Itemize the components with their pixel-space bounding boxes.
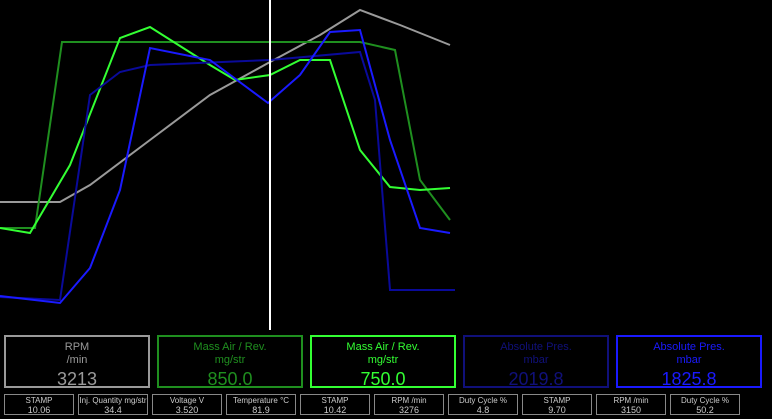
readout-value: 9.70 <box>548 405 566 415</box>
readout-value: 81.9 <box>252 405 270 415</box>
trace <box>0 8 451 203</box>
readout-label: RPM /min <box>391 396 427 405</box>
readout-label: Temperature °C <box>232 396 290 405</box>
gauge: Absolute Pres. mbar 2019.8 <box>463 335 609 389</box>
gauge-value: 3213 <box>56 369 98 389</box>
gauge: Mass Air / Rev. mg/str 750.0 <box>310 335 456 389</box>
gauge-label: Mass Air / Rev. <box>193 341 267 353</box>
readout-value: 4.8 <box>476 405 490 415</box>
readout-value: 3150 <box>620 405 642 415</box>
readout-label: STAMP <box>321 396 349 405</box>
gauge-label: Mass Air / Rev. <box>346 341 420 353</box>
readout: Temperature °C 81.9 <box>226 394 296 415</box>
readout-value: 3276 <box>398 405 420 415</box>
readout: STAMP 9.70 <box>522 394 592 415</box>
gauge-label: RPM <box>64 341 90 353</box>
readout: STAMP 10.42 <box>300 394 370 415</box>
readout-value: 3.520 <box>175 405 199 415</box>
gauge-value: 750.0 <box>360 369 406 389</box>
readout: Voltage V 3.520 <box>152 394 222 415</box>
gauge-value: 1825.8 <box>661 369 717 389</box>
gauge-unit: mg/str <box>214 354 246 366</box>
readout: RPM /min 3150 <box>596 394 666 415</box>
readout-value: 50.2 <box>696 405 714 415</box>
gauge-unit: mbar <box>523 354 549 366</box>
trace <box>0 28 451 305</box>
readout: STAMP 10.06 <box>4 394 74 415</box>
readout-label: RPM /min <box>613 396 649 405</box>
readout-label: Duty Cycle % <box>680 396 729 405</box>
readout: Inj. Quantity mg/str 34.4 <box>78 394 148 415</box>
gauge-unit: mg/str <box>367 354 399 366</box>
readout-label: Inj. Quantity mg/str <box>79 396 147 405</box>
readout-label: Duty Cycle % <box>458 396 507 405</box>
gauge-value: 850.0 <box>207 369 253 389</box>
gauge-unit: mbar <box>676 354 702 366</box>
gauge: RPM/min 3213 <box>4 335 150 389</box>
trace <box>0 41 451 229</box>
readout: Duty Cycle % 4.8 <box>448 394 518 415</box>
readout: Duty Cycle % 50.2 <box>670 394 740 415</box>
readout-label: STAMP <box>25 396 53 405</box>
gauge-unit: /min <box>66 354 88 366</box>
trace <box>0 25 451 235</box>
readout-label: Voltage V <box>169 396 205 405</box>
readout: RPM /min 3276 <box>374 394 444 415</box>
readout-value: 10.06 <box>27 405 51 415</box>
gauge: Mass Air / Rev. mg/str 850.0 <box>157 335 303 389</box>
gauge: Absolute Pres. mbar 1825.8 <box>616 335 762 389</box>
readout-value: 10.42 <box>323 405 347 415</box>
gauge-label: Absolute Pres. <box>653 341 725 353</box>
gauge-label: Absolute Pres. <box>500 341 572 353</box>
readout-value: 34.4 <box>104 405 122 415</box>
chart <box>0 0 455 330</box>
trace <box>0 50 455 302</box>
readout-label: STAMP <box>543 396 571 405</box>
gauge-value: 2019.8 <box>508 369 564 389</box>
